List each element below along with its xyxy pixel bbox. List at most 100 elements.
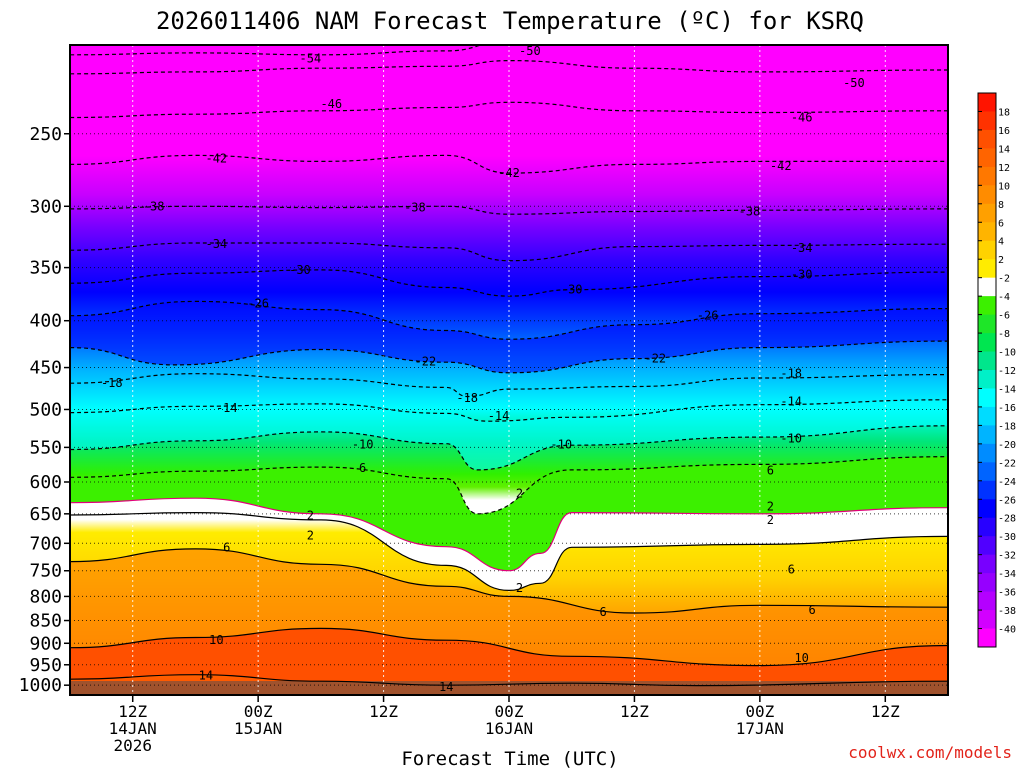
colorbar-swatch xyxy=(978,628,996,648)
contour-label: -14 xyxy=(216,401,238,415)
colorbar-swatch xyxy=(978,93,996,112)
contour-label: -50 xyxy=(843,76,865,90)
x-tick-label: 14JAN xyxy=(109,719,157,738)
colorbar-label: -40 xyxy=(998,625,1016,636)
contour-line xyxy=(70,154,948,174)
colorbar-label: 6 xyxy=(998,218,1004,229)
colorbar-swatch xyxy=(978,240,996,260)
contour-label: 6 xyxy=(359,461,366,475)
x-axis-label: Forecast Time (UTC) xyxy=(401,748,618,768)
colorbar-swatch xyxy=(978,370,996,389)
y-tick-label: 500 xyxy=(29,399,62,420)
colorbar-label: -8 xyxy=(998,329,1010,340)
contour-label: 6 xyxy=(809,603,816,617)
contour-label: -46 xyxy=(320,97,342,111)
y-tick-label: 250 xyxy=(29,124,62,145)
contour-line xyxy=(70,373,948,398)
contour-label: -18 xyxy=(780,367,802,381)
contour-label: -34 xyxy=(205,237,227,251)
colorbar-swatch xyxy=(978,536,996,556)
colorbar-swatch xyxy=(978,499,996,519)
credit-text: coolwx.com/models xyxy=(848,743,1012,762)
contour-label: -38 xyxy=(143,199,165,213)
y-tick-label: 850 xyxy=(29,611,62,632)
colorbar-swatch xyxy=(978,517,996,537)
contour-label: 6 xyxy=(223,540,230,554)
y-tick-label: 350 xyxy=(29,258,62,279)
colorbar-label: 12 xyxy=(998,163,1010,174)
y-axis: 2503003504004505005506006507007508008509… xyxy=(19,124,70,696)
contour-label: 10 xyxy=(209,633,223,647)
contour-line xyxy=(70,627,948,667)
colorbar-label: -4 xyxy=(998,292,1010,303)
contour-label: -42 xyxy=(205,151,227,165)
colorbar-label: -10 xyxy=(998,348,1016,359)
contour-line xyxy=(70,45,483,56)
colorbar-label: 18 xyxy=(998,107,1010,118)
contour-label: -30 xyxy=(289,263,311,277)
colorbar-swatch xyxy=(978,148,996,168)
colorbar-label: -30 xyxy=(998,532,1016,543)
contour-label: -38 xyxy=(739,205,761,219)
colorbar-swatch xyxy=(978,425,996,445)
colorbar-swatch xyxy=(978,129,996,149)
contour-line xyxy=(70,300,948,340)
contour-label: -14 xyxy=(488,409,510,423)
contour-label: 2 xyxy=(516,487,523,501)
contour-label: -10 xyxy=(352,437,374,451)
contour-label: -26 xyxy=(247,296,269,310)
colorbar-swatch xyxy=(978,203,996,223)
contour-label: -42 xyxy=(498,166,520,180)
colorbar-swatch xyxy=(978,480,996,500)
colorbar-swatch xyxy=(978,610,996,630)
contour-label: 2 xyxy=(307,509,314,523)
colorbar-label: -12 xyxy=(998,366,1016,377)
contour-label: -34 xyxy=(791,241,813,255)
colorbar-swatch xyxy=(978,333,996,353)
contour-label: 6 xyxy=(788,563,795,577)
contour-label: -10 xyxy=(780,432,802,446)
colorbar-label: -2 xyxy=(998,274,1010,285)
x-tick-label: 2026 xyxy=(113,736,152,755)
contour-line xyxy=(70,497,948,572)
y-tick-label: 400 xyxy=(29,311,62,332)
colorbar-label: -22 xyxy=(998,458,1016,469)
dip-white-region xyxy=(70,498,948,591)
dip-cyan-region xyxy=(70,399,948,470)
contour-label: 2 xyxy=(516,581,523,595)
colorbar-label: -18 xyxy=(998,421,1016,432)
contour-line xyxy=(70,205,948,215)
colorbar-swatch xyxy=(978,554,996,574)
y-tick-label: 900 xyxy=(29,633,62,654)
colorbar-swatch xyxy=(978,591,996,611)
contour-label: -38 xyxy=(404,201,426,215)
colorbar-label: -14 xyxy=(998,384,1016,395)
colorbar-swatch xyxy=(978,185,996,205)
colorbar-label: -20 xyxy=(998,440,1016,451)
contour-label: 2 xyxy=(767,513,774,527)
contour-line xyxy=(70,340,948,374)
x-tick-label: 17JAN xyxy=(736,719,784,738)
contour-label: -14 xyxy=(780,394,802,408)
colorbar-label: -24 xyxy=(998,477,1016,488)
y-tick-label: 700 xyxy=(29,533,62,554)
contour-line xyxy=(70,399,948,422)
ground-terrain xyxy=(70,681,948,695)
contour-line xyxy=(70,548,948,614)
contour-line xyxy=(70,674,948,687)
colorbar-label: -26 xyxy=(998,495,1016,506)
x-tick-label: 16JAN xyxy=(485,719,533,738)
contour-label: 14 xyxy=(439,680,453,694)
contour-line xyxy=(70,101,948,119)
y-tick-label: 300 xyxy=(29,196,62,217)
colorbar-label: 14 xyxy=(998,144,1010,155)
contour-label: 2 xyxy=(767,499,774,513)
contour-label: -30 xyxy=(561,283,583,297)
colorbar-label: 4 xyxy=(998,237,1004,248)
lower-orange-region xyxy=(70,548,948,666)
colorbar-label: -36 xyxy=(998,588,1016,599)
colorbar-label: -38 xyxy=(998,606,1016,617)
contour-label: 6 xyxy=(767,464,774,478)
